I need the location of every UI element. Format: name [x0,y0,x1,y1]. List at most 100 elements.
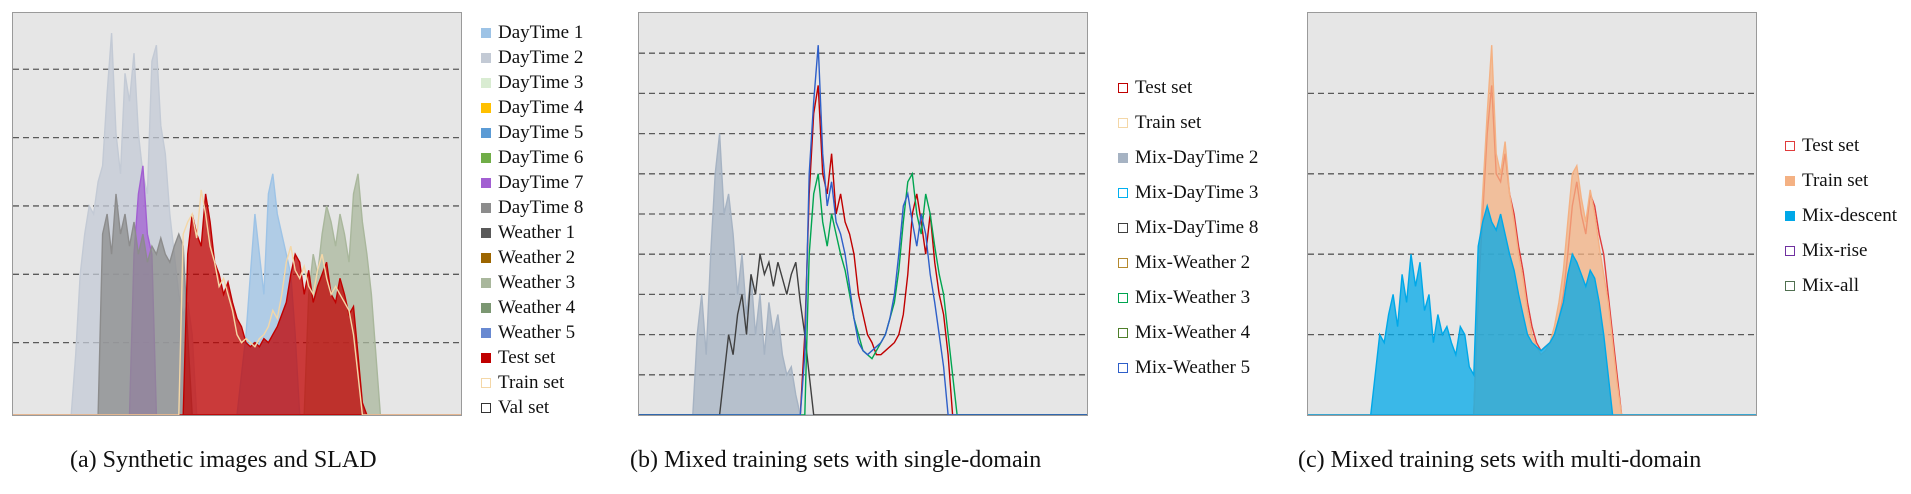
legend-item: Weather 5 [481,320,583,345]
legend-swatch [481,227,491,238]
legend-label: Mix-Weather 5 [1135,356,1251,378]
legend-label: Mix-all [1802,274,1859,296]
legend-item: Weather 3 [481,270,583,295]
legend-label: Weather 1 [498,221,576,243]
legend-swatch [1118,117,1128,128]
chart-svg-b [639,45,1087,415]
legend-label: Mix-DayTime 2 [1135,146,1259,168]
legend-label: Train set [498,371,565,393]
legend-label: Test set [498,346,556,368]
legend-label: Train set [1135,111,1202,133]
legend-item: DayTime 8 [481,195,583,220]
legend-swatch [481,202,491,213]
legend-a: DayTime 1 DayTime 2 DayTime 3 DayTime 4 DayT… [481,20,583,420]
caption-a: (a) Synthetic images and SLAD [70,447,377,473]
series-mix-daytime-2 [639,133,1087,415]
legend-label: Test set [1802,134,1860,156]
legend-item: Test set [1785,128,1897,163]
legend-swatch [1118,362,1128,373]
legend-item: Train set [1785,163,1897,198]
legend-swatch [1118,187,1128,198]
legend-item: DayTime 5 [481,120,583,145]
legend-label: Train set [1802,169,1869,191]
caption-b: (b) Mixed training sets with single-doma… [630,447,1042,473]
legend-swatch [481,252,491,263]
series-test-set [13,193,461,415]
legend-swatch [1785,210,1795,221]
legend-item: Mix-Weather 4 [1118,315,1258,350]
legend-label: Mix-descent [1802,204,1897,226]
legend-item: Weather 4 [481,295,583,320]
legend-swatch [481,327,491,338]
legend-item: Weather 2 [481,245,583,270]
legend-item: Val set [481,395,583,420]
legend-swatch [481,127,491,138]
legend-label: Weather 3 [498,271,576,293]
legend-swatch [481,52,491,63]
legend-swatch [1785,245,1795,256]
legend-label: Test set [1135,76,1193,98]
legend-swatch [1785,140,1795,151]
legend-item: Train set [1118,105,1258,140]
plot-area-b [638,12,1088,416]
legend-label: Mix-Weather 3 [1135,286,1251,308]
legend-label: Weather 5 [498,321,576,343]
legend-label: Mix-DayTime 8 [1135,216,1259,238]
legend-swatch [1118,222,1128,233]
legend-label: DayTime 1 [498,21,584,43]
legend-item: Mix-Weather 2 [1118,245,1258,280]
series-mix-descent [1308,203,1756,415]
legend-item: DayTime 7 [481,170,583,195]
legend-item: Mix-descent [1785,198,1897,233]
legend-item: Train set [481,370,583,395]
legend-item: Mix-Weather 3 [1118,280,1258,315]
legend-swatch [1118,327,1128,338]
legend-item: Mix-Weather 5 [1118,350,1258,385]
legend-item: Weather 1 [481,220,583,245]
legend-swatch [481,277,491,288]
legend-b: Test set Train set Mix-DayTime 2 Mix-DayTim… [1118,70,1258,385]
series-mix-daytime-8 [639,254,1087,415]
legend-item: Mix-rise [1785,233,1897,268]
legend-item: Mix-DayTime 8 [1118,210,1258,245]
legend-swatch [481,102,491,113]
series-mix-weather-5 [639,45,1087,415]
legend-item: Mix-DayTime 2 [1118,140,1258,175]
legend-item: DayTime 6 [481,145,583,170]
legend-label: DayTime 3 [498,71,584,93]
legend-c: Test set Train set Mix-descent Mix-rise Mix-… [1785,128,1897,303]
legend-item: DayTime 2 [481,45,583,70]
legend-label: Val set [498,396,550,418]
legend-swatch [1118,257,1128,268]
legend-item: DayTime 1 [481,20,583,45]
legend-label: Mix-Weather 4 [1135,321,1251,343]
legend-swatch [1785,175,1795,186]
legend-label: DayTime 5 [498,121,584,143]
plot-area-c [1307,12,1757,416]
legend-item: Mix-all [1785,268,1897,303]
legend-swatch [1118,152,1128,163]
legend-swatch [1118,292,1128,303]
plot-area-a [12,12,462,416]
legend-label: Mix-Weather 2 [1135,251,1251,273]
legend-label: DayTime 8 [498,196,584,218]
legend-swatch [1785,280,1795,291]
legend-label: Weather 4 [498,296,576,318]
legend-label: Weather 2 [498,246,576,268]
legend-label: Mix-rise [1802,239,1868,261]
series-train-set [13,189,461,415]
legend-item: Test set [1118,70,1258,105]
legend-label: DayTime 6 [498,146,584,168]
legend-label: DayTime 4 [498,96,584,118]
legend-item: DayTime 3 [481,70,583,95]
caption-c: (c) Mixed training sets with multi-domai… [1298,447,1702,473]
chart-svg-a [13,33,461,415]
legend-swatch [481,377,491,388]
legend-item: Mix-DayTime 3 [1118,175,1258,210]
legend-label: DayTime 2 [498,46,584,68]
legend-item: Test set [481,345,583,370]
chart-svg-c [1308,45,1756,415]
legend-swatch [1118,82,1128,93]
legend-swatch [481,27,491,38]
legend-label: DayTime 7 [498,171,584,193]
